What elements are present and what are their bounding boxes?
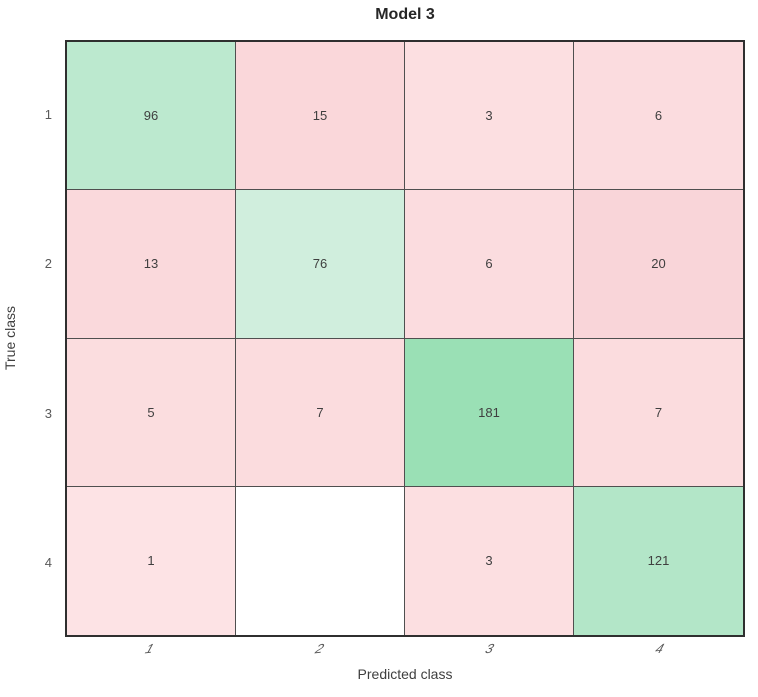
cell-value: 20 <box>651 256 666 272</box>
x-axis-label: Predicted class <box>357 666 453 682</box>
matrix-cell: 6 <box>574 42 743 191</box>
y-tick-label: 3 <box>44 405 52 421</box>
matrix-cell: 6 <box>405 190 574 339</box>
matrix-cell: 13 <box>67 190 236 339</box>
matrix-cell: 7 <box>574 338 743 487</box>
cell-value: 3 <box>485 553 493 569</box>
matrix-grid: 96 15 3 6 13 76 6 20 5 7 181 7 1 3 121 <box>65 40 745 637</box>
y-tick-label: 1 <box>44 107 52 123</box>
matrix-cell <box>236 486 405 635</box>
cell-value: 96 <box>143 108 159 124</box>
x-tick-label: 2 <box>313 640 327 657</box>
cell-value: 6 <box>654 108 663 124</box>
matrix-cell: 1 <box>67 486 236 635</box>
y-axis-label: True class <box>2 305 18 371</box>
cell-value: 7 <box>654 404 663 420</box>
cell-value: 1 <box>147 553 155 569</box>
x-tick-label: 4 <box>653 640 667 657</box>
matrix-cell: 76 <box>236 190 405 339</box>
cell-value: 7 <box>316 404 324 420</box>
x-tick-label: 3 <box>483 640 497 657</box>
cell-value: 5 <box>147 404 155 420</box>
matrix-cell: 3 <box>405 486 574 635</box>
matrix-cell: 96 <box>67 42 236 191</box>
cell-value: 15 <box>312 108 328 124</box>
cell-value: 181 <box>478 404 500 420</box>
x-axis-ticks: 1 2 3 4 <box>65 641 745 665</box>
y-axis-ticks: 1 2 3 4 <box>20 40 58 637</box>
y-tick-label: 2 <box>44 256 52 272</box>
cell-value: 6 <box>485 256 493 272</box>
matrix-cell: 20 <box>574 190 743 339</box>
matrix-cell: 15 <box>236 42 405 191</box>
y-tick-label: 4 <box>44 554 52 570</box>
matrix-cell: 121 <box>574 486 743 635</box>
cell-value: 76 <box>312 256 328 272</box>
x-tick-label: 1 <box>143 640 157 657</box>
cell-value: 13 <box>143 256 159 272</box>
matrix-cell: 3 <box>405 42 574 191</box>
matrix-cell: 5 <box>67 338 236 487</box>
cell-value: 121 <box>647 553 670 569</box>
cell-value: 3 <box>485 108 493 124</box>
matrix-cell: 181 <box>405 338 574 487</box>
matrix-cell: 7 <box>236 338 405 487</box>
chart-title: Model 3 <box>375 6 435 23</box>
